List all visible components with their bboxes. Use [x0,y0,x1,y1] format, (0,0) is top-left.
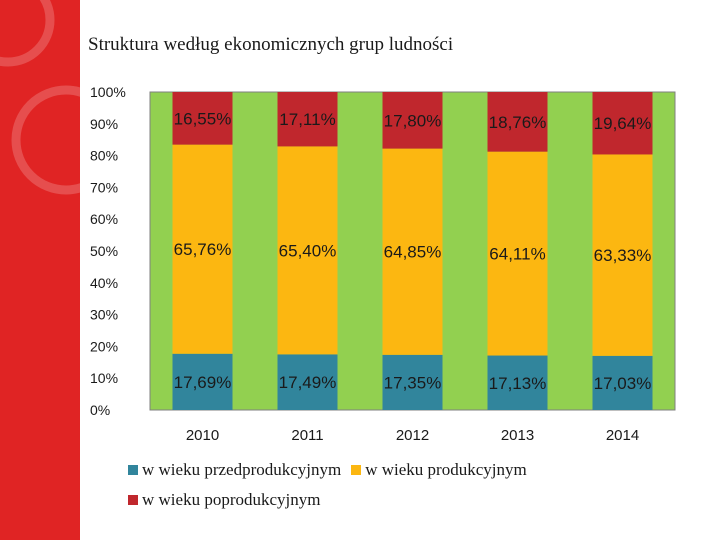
data-label: 16,55% [174,109,232,128]
x-tick-label: 2014 [606,427,639,444]
legend-row-2: w wieku poprodukcyjnym [128,485,537,515]
bar-segment [592,92,653,155]
data-label: 17,13% [489,374,547,393]
bar-segment [277,146,338,355]
y-tick-label: 10% [90,370,118,386]
bar-segment [487,355,548,410]
data-label: 64,85% [384,243,442,262]
bar-segment [277,354,338,410]
y-tick-label: 0% [90,402,110,418]
x-tick-label: 2011 [291,427,323,444]
decorative-side-bar [0,0,80,540]
data-label: 64,11% [489,245,545,264]
legend-swatch-pre-working [128,465,138,475]
x-tick-label: 2012 [396,427,429,444]
bar-segment [487,151,548,356]
bar-segment [592,154,653,356]
data-label: 17,11% [279,110,335,129]
data-label: 17,35% [384,373,442,392]
data-label: 19,64% [594,114,652,133]
data-label: 17,69% [174,373,232,392]
bar-segment [592,355,653,410]
legend-label-pre-working: w wieku przedprodukcyjnym [142,460,342,479]
y-tick-label: 50% [90,243,118,259]
y-tick-label: 80% [90,148,118,164]
bar-segment [277,92,338,147]
bar-segment [487,92,548,152]
bar-segment [172,144,233,354]
data-label: 63,33% [594,246,652,265]
y-tick-label: 90% [90,116,118,132]
y-tick-label: 70% [90,179,118,195]
legend-item-post-working: w wieku poprodukcyjnym [128,490,320,510]
y-tick-label: 40% [90,275,118,291]
y-tick-label: 100% [90,84,126,100]
chart-legend: w wieku przedprodukcyjnym w wieku produk… [128,455,537,515]
legend-item-pre-working: w wieku przedprodukcyjnym [128,460,341,480]
bar-segment [382,354,443,410]
legend-row-1: w wieku przedprodukcyjnym w wieku produk… [128,455,537,485]
slide-title: Struktura według ekonomicznych grup ludn… [88,34,454,55]
bar-segment [172,92,233,145]
data-label: 65,40% [279,241,337,260]
x-tick-label: 2013 [501,427,534,444]
legend-swatch-working [351,465,362,475]
legend-swatch-post-working [128,495,138,505]
decorative-circles [0,0,80,195]
bar-segment [382,148,443,355]
legend-item-working: w wieku produkcyjnym [351,460,527,480]
data-label: 17,80% [384,111,442,130]
data-label: 17,03% [594,374,652,393]
data-label: 65,76% [174,240,232,259]
x-tick-label: 2010 [186,427,219,444]
legend-label-post-working: w wieku poprodukcyjnym [142,490,321,509]
bar-segment [382,92,443,149]
bar-segment [172,353,233,410]
data-label: 18,76% [489,113,547,132]
y-tick-label: 20% [90,338,118,354]
y-tick-label: 30% [90,307,118,323]
data-label: 17,49% [279,373,337,392]
legend-label-working: w wieku produkcyjnym [365,460,527,479]
y-tick-label: 60% [90,211,118,227]
